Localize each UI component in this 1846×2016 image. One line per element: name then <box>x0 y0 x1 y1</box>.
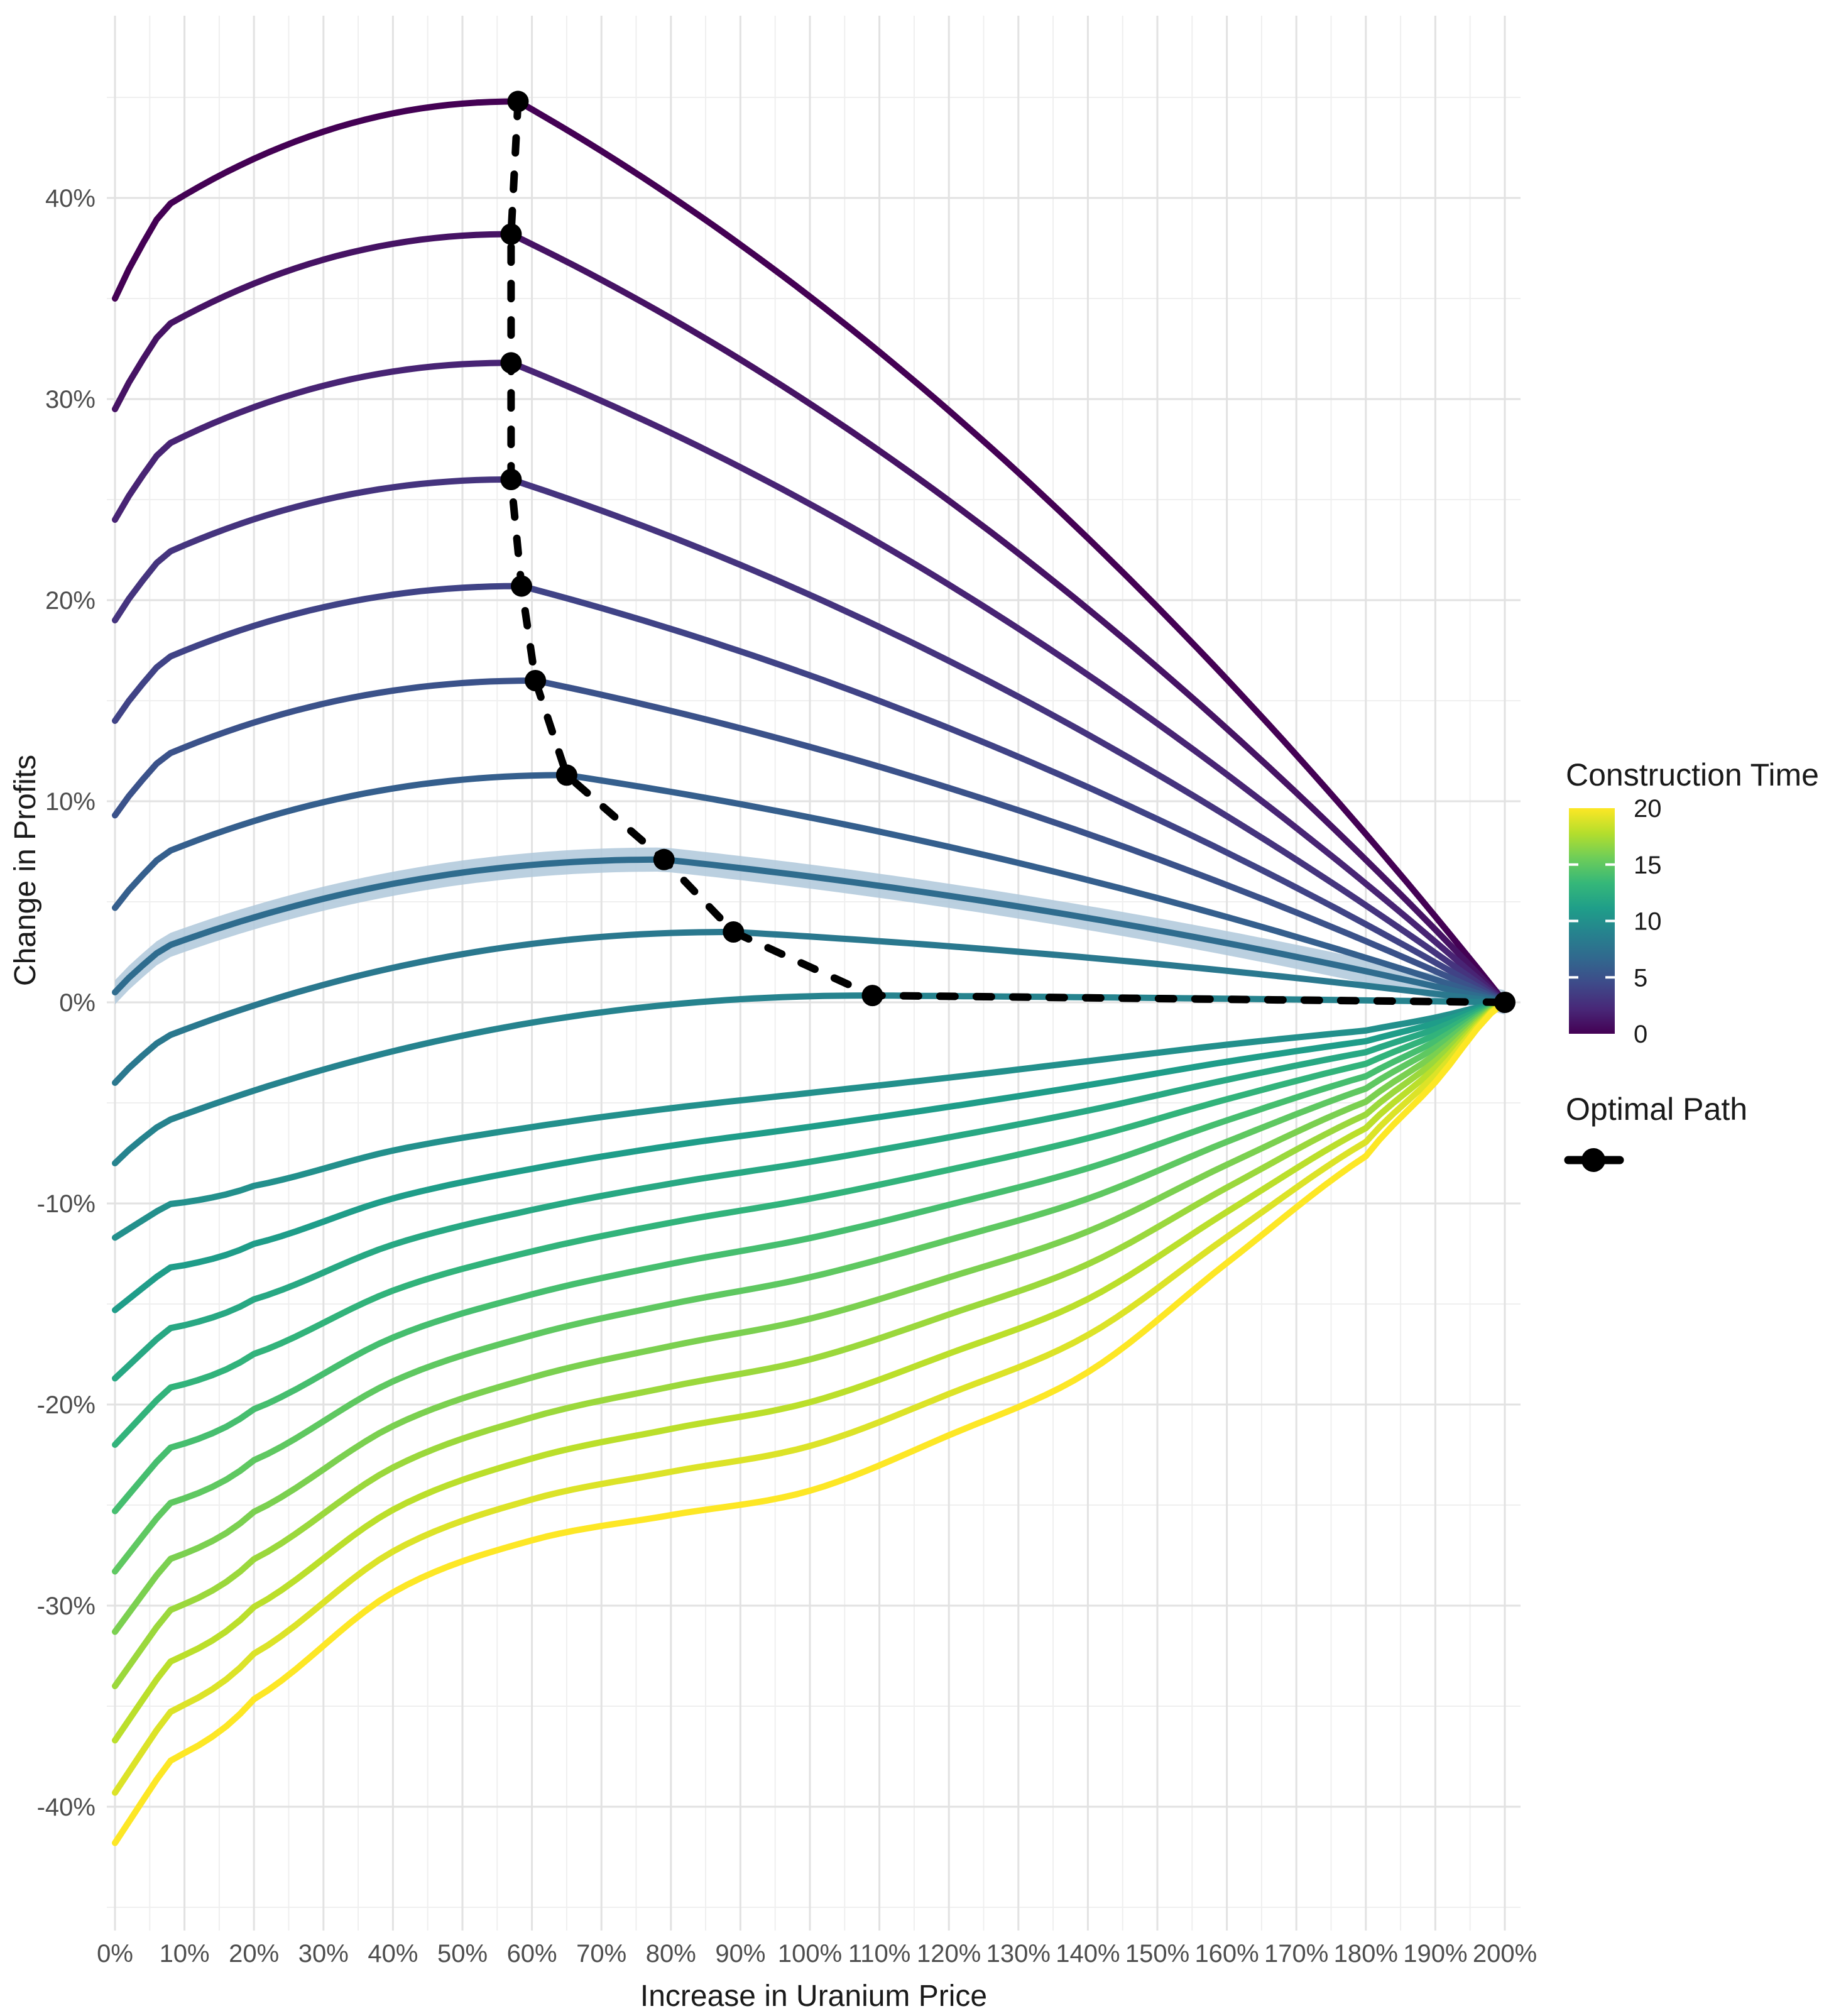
curve-time-10 <box>112 999 1508 1241</box>
colorbar-tick <box>1569 976 1578 979</box>
x-tick-label: 120% <box>917 1940 981 1968</box>
x-tick-label: 30% <box>298 1940 349 1968</box>
y-axis-title: Change in Profits <box>9 755 42 986</box>
x-tick-label: 0% <box>97 1940 133 1968</box>
y-tick-label: -40% <box>37 1794 96 1821</box>
confidence-ribbon <box>115 847 1505 1015</box>
optimal-path-point <box>653 848 675 870</box>
curve-time-1 <box>112 231 1508 1005</box>
x-axis-title: Increase in Uranium Price <box>640 1980 987 2013</box>
curve-time-2 <box>112 359 1508 1005</box>
curve-time-18 <box>112 999 1508 1744</box>
y-axis-labels: 40% 30% 20% 10% 0% -10% -20% -30% -40% <box>37 185 96 1821</box>
x-tick-label: 140% <box>1056 1940 1120 1968</box>
y-tick-label: 40% <box>45 185 96 212</box>
curve-time-8 <box>112 929 1508 1086</box>
optimal-path-point <box>1494 992 1516 1013</box>
colorbar-tick <box>1605 976 1615 979</box>
optimal-path-point <box>511 575 533 597</box>
x-tick-label: 170% <box>1264 1940 1328 1968</box>
x-tick-label: 110% <box>848 1940 910 1968</box>
optimal-path-point <box>861 985 883 1007</box>
legend-title-optimal-path: Optimal Path <box>1566 1092 1747 1127</box>
colorbar-tick <box>1569 863 1578 866</box>
colorbar-label: 20 <box>1634 795 1662 823</box>
curve-time-5 <box>112 677 1508 1005</box>
curve-time-20 <box>112 999 1508 1846</box>
x-axis-labels: 0% 10% 20% 30% 40% 50% 60% 70% 80% 90% 100% 110% 120… <box>97 1940 1537 1968</box>
y-tick-label: 20% <box>45 587 96 615</box>
x-tick-label: 180% <box>1334 1940 1398 1968</box>
colorbar-tick <box>1605 863 1615 866</box>
x-tick-label: 40% <box>368 1940 418 1968</box>
curve-time-13 <box>112 999 1508 1448</box>
y-tick-label: -30% <box>37 1592 96 1620</box>
x-tick-label: 70% <box>576 1940 626 1968</box>
x-tick-label: 60% <box>507 1940 557 1968</box>
x-tick-label: 190% <box>1403 1940 1467 1968</box>
y-tick-label: -10% <box>37 1190 96 1218</box>
x-tick-label: 50% <box>437 1940 488 1968</box>
ribbon-time-7 <box>115 847 1505 1015</box>
x-tick-label: 130% <box>986 1940 1051 1968</box>
colorbar-tick <box>1569 919 1578 923</box>
curve-time-0 <box>112 98 1508 1005</box>
optimal-path-point <box>500 352 522 374</box>
x-tick-label: 20% <box>229 1940 279 1968</box>
x-tick-label: 80% <box>646 1940 696 1968</box>
colorbar-tick <box>1605 919 1615 923</box>
curve-time-17 <box>112 999 1508 1689</box>
curve-time-11 <box>112 999 1508 1313</box>
colorbar-label: 10 <box>1634 908 1662 936</box>
curve-time-16 <box>112 999 1508 1635</box>
curve-time-19 <box>112 999 1508 1796</box>
colorbar-label: 15 <box>1634 852 1662 879</box>
optimal-path-points <box>500 90 1516 1013</box>
curve-time-12 <box>112 999 1508 1382</box>
curve-time-6 <box>112 772 1508 1005</box>
optimal-path-point <box>500 223 522 245</box>
y-tick-label: 0% <box>59 989 96 1017</box>
x-tick-label: 10% <box>160 1940 210 1968</box>
x-tick-label: 90% <box>715 1940 765 1968</box>
x-tick-label: 200% <box>1473 1940 1537 1968</box>
curve-time-7 <box>112 856 1508 1005</box>
colorbar-label: 0 <box>1634 1021 1647 1048</box>
optimal-path-point <box>555 764 577 786</box>
curve-time-14 <box>112 999 1508 1515</box>
x-tick-label: 150% <box>1125 1940 1189 1968</box>
colorbar-label: 5 <box>1634 964 1647 992</box>
gridlines <box>107 16 1521 1931</box>
optimal-path-key-point <box>1581 1148 1605 1172</box>
legend-optimal-path <box>1564 1148 1625 1172</box>
optimal-path-point <box>500 469 522 490</box>
optimal-path-point <box>723 921 745 943</box>
curve-time-4 <box>112 583 1508 1005</box>
y-tick-label: -20% <box>37 1391 96 1419</box>
optimal-path-point <box>525 670 547 691</box>
legend-construction-time: 20 15 10 5 0 <box>1569 795 1662 1048</box>
y-tick-label: 10% <box>45 788 96 816</box>
x-tick-label: 160% <box>1194 1940 1259 1968</box>
curve-time-3 <box>112 476 1508 1005</box>
legend-title-construction-time: Construction Time <box>1566 757 1819 792</box>
curve-time-15 <box>112 999 1508 1575</box>
optimal-path-point <box>507 90 529 112</box>
y-tick-label: 30% <box>45 386 96 414</box>
x-tick-label: 100% <box>778 1940 842 1968</box>
